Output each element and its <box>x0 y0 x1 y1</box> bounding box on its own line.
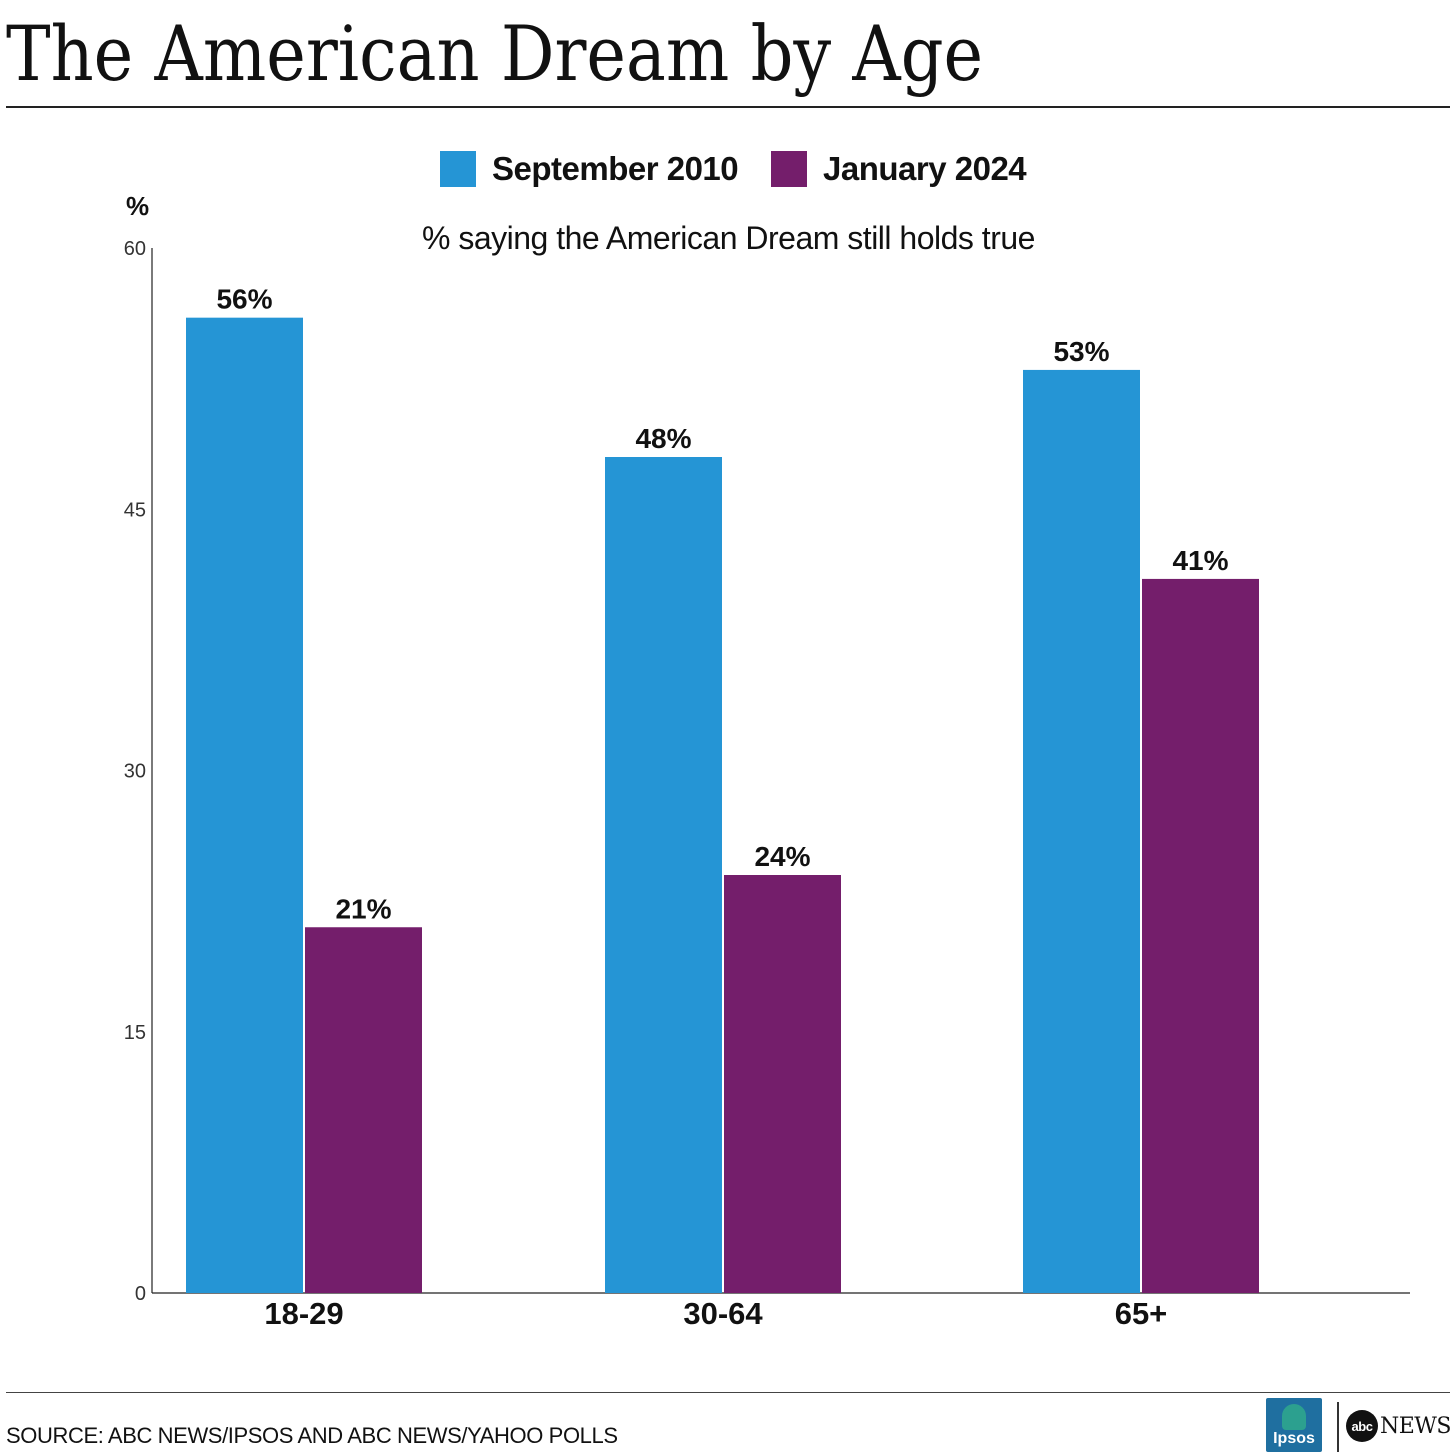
x-tick-label: 65+ <box>1115 1296 1168 1331</box>
footer-divider <box>6 1392 1450 1393</box>
y-tick-label: 0 <box>135 1283 146 1305</box>
legend-item-january-2024: January 2024 <box>771 148 1027 190</box>
bar-value-label: 48% <box>635 423 691 454</box>
y-tick-label: 60 <box>124 238 146 260</box>
bar <box>186 317 303 1294</box>
title-divider <box>6 106 1450 108</box>
bar <box>724 875 841 1293</box>
abc-news-logo: abc NEWS <box>1346 1410 1452 1442</box>
y-tick-label: 15 <box>124 1022 146 1044</box>
bar <box>605 457 722 1293</box>
legend-swatch-january-2024 <box>771 151 807 187</box>
ipsos-logo-text: Ipsos <box>1273 1430 1315 1447</box>
ipsos-logo-mark <box>1282 1404 1306 1430</box>
x-tick-label: 18-29 <box>264 1296 343 1331</box>
bar-value-label: 53% <box>1053 336 1109 367</box>
bar-value-label: 21% <box>335 893 391 924</box>
logo-divider <box>1337 1402 1339 1452</box>
bar-value-label: 41% <box>1172 545 1228 576</box>
y-tick-label: 30 <box>124 761 146 783</box>
legend: September 2010 January 2024 <box>0 148 1456 190</box>
bar <box>1023 369 1140 1294</box>
chart-subtitle: % saying the American Dream still holds … <box>422 220 1035 256</box>
x-tick-label: 30-64 <box>683 1296 763 1331</box>
source-note: SOURCE: ABC NEWS/IPSOS AND ABC NEWS/YAHO… <box>6 1423 618 1448</box>
abc-logo-mark: abc <box>1346 1410 1378 1442</box>
y-tick-label: 45 <box>124 499 146 521</box>
legend-item-september-2010: September 2010 <box>440 148 739 190</box>
bar <box>1142 578 1259 1293</box>
bar-value-label: 24% <box>754 841 810 872</box>
bar-value-label: 56% <box>216 284 272 315</box>
legend-label-january-2024: January 2024 <box>823 150 1027 187</box>
legend-label-september-2010: September 2010 <box>492 150 739 187</box>
chart-title: The American Dream by Age <box>6 9 984 98</box>
bar <box>305 927 422 1293</box>
ipsos-logo: Ipsos <box>1266 1398 1322 1452</box>
legend-swatch-september-2010 <box>440 151 476 187</box>
abc-logo-news-text: NEWS <box>1380 1413 1452 1439</box>
y-axis-unit-label: % <box>126 191 150 221</box>
